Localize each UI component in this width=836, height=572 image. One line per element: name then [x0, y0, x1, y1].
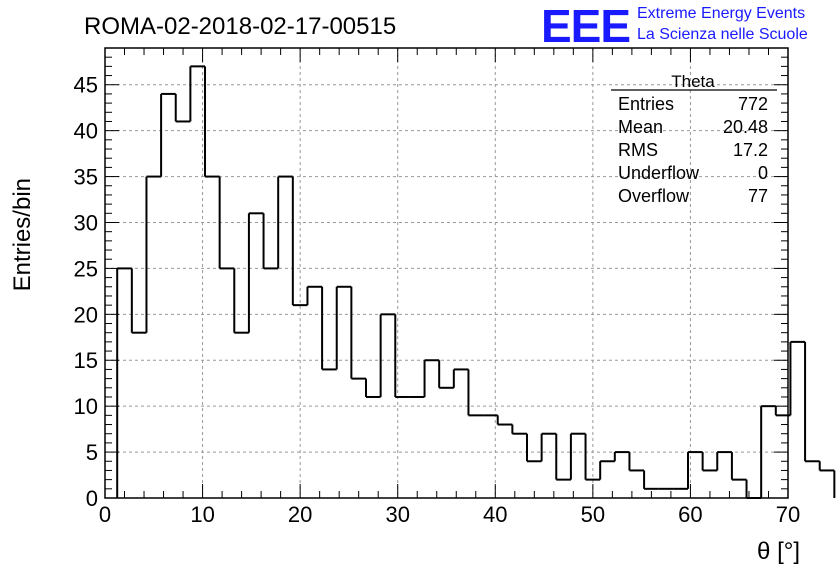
x-tick-label: 50	[581, 502, 605, 527]
y-tick-label: 10	[74, 394, 98, 419]
y-tick-label: 0	[86, 486, 98, 511]
stats-box: Theta Entries 772 Mean 20.48 RMS 17.2 Underflo…	[611, 72, 777, 206]
plot-frame	[104, 47, 789, 499]
x-tick-label: 70	[776, 502, 800, 527]
x-tick-label: 60	[678, 502, 702, 527]
stats-title: Theta	[671, 72, 715, 91]
eee-logo: EEE Extreme Energy Events La Scienza nel…	[541, 0, 808, 52]
stats-label: RMS	[618, 140, 658, 160]
stats-label: Mean	[618, 117, 663, 137]
y-axis-title: Entries/bin	[9, 178, 36, 291]
stats-value: 17.2	[733, 140, 768, 160]
x-tick-label: 40	[483, 502, 507, 527]
x-tick-label: 30	[385, 502, 409, 527]
y-tick-label: 20	[74, 302, 98, 327]
x-axis-title: θ [°]	[757, 538, 800, 565]
y-tick-label: 45	[74, 73, 98, 98]
y-tick-label: 15	[74, 348, 98, 373]
x-tick-label: 20	[288, 502, 312, 527]
stats-value: 20.48	[723, 117, 768, 137]
y-tick-label: 40	[74, 119, 98, 144]
stats-label: Overflow	[618, 186, 690, 206]
y-tick-labels: 0 5 10 15 20 25 30 35 40 45	[74, 73, 98, 511]
stats-value: 77	[748, 186, 768, 206]
y-tick-label: 35	[74, 165, 98, 190]
logo-letters: EEE	[541, 0, 630, 52]
stats-label: Entries	[618, 94, 674, 114]
stats-label: Underflow	[618, 163, 700, 183]
axis-ticks	[104, 47, 789, 499]
run-title: ROMA-02-2018-02-17-00515	[84, 13, 396, 40]
x-tick-label: 10	[190, 502, 214, 527]
y-tick-label: 5	[86, 440, 98, 465]
y-tick-label: 25	[74, 256, 98, 281]
x-tick-label: 0	[99, 502, 111, 527]
histogram	[116, 65, 836, 499]
stats-value: 772	[738, 94, 768, 114]
stats-value: 0	[758, 163, 768, 183]
logo-line-2: La Scienza nelle Scuole	[637, 26, 808, 43]
logo-line-1: Extreme Energy Events	[637, 5, 805, 22]
grid-lines	[105, 48, 788, 498]
x-tick-labels: 0 10 20 30 40 50 60 70	[99, 502, 800, 527]
y-tick-label: 30	[74, 210, 98, 235]
